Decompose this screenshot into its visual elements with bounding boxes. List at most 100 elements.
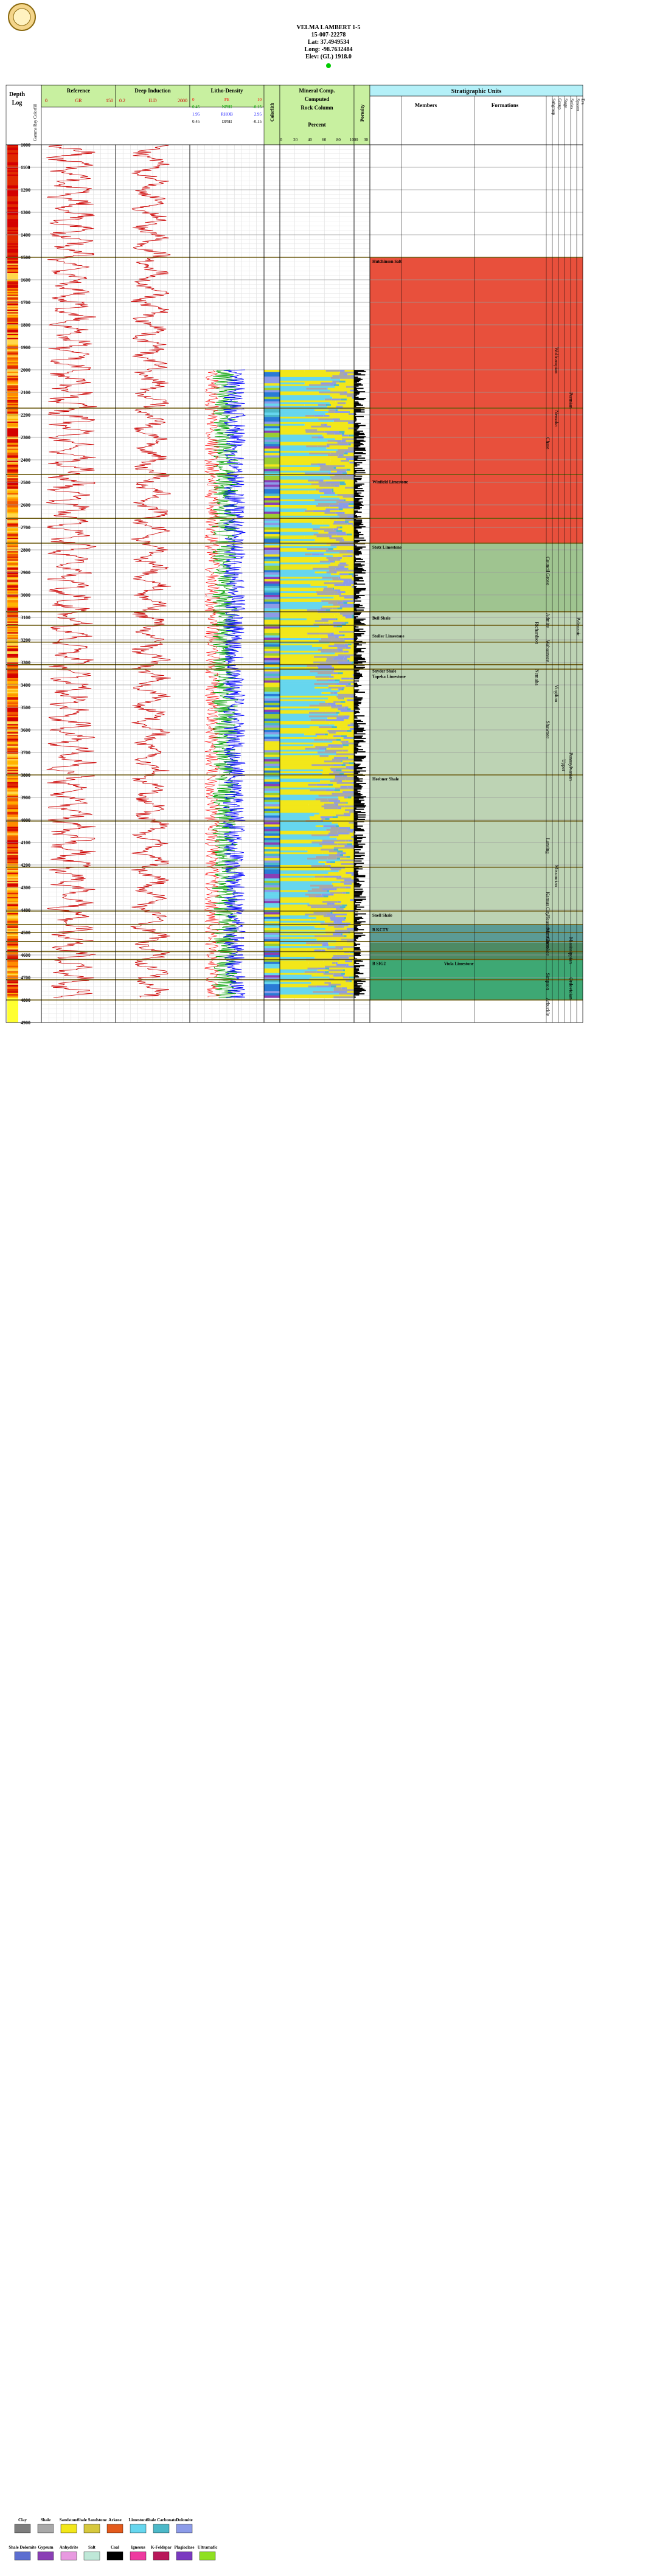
mineral-band (349, 650, 354, 653)
mineral-band (350, 946, 354, 948)
mineral-band (333, 771, 352, 774)
gr-fill-band (7, 311, 18, 313)
porosity-bar (354, 462, 363, 463)
colorlith-band (264, 712, 280, 715)
mineral-tick: 0 (280, 137, 282, 142)
colorlith-band (264, 525, 280, 528)
mineral-band (280, 404, 305, 406)
porosity-bar (354, 484, 362, 486)
mineral-band (334, 485, 338, 487)
gr-fill-band (7, 831, 18, 834)
gr-fill-band (7, 637, 18, 639)
gr-fill-band (7, 238, 18, 240)
formation-zone (370, 942, 583, 960)
porosity-bar (354, 714, 355, 715)
colorlith-band (264, 721, 280, 724)
mineral-band (347, 522, 353, 525)
mineral-band (280, 596, 334, 599)
gr-fill-band (7, 200, 18, 202)
mineral-band (333, 996, 354, 999)
porosity-bar (354, 417, 356, 418)
porosity-bar (354, 692, 356, 694)
colorlith-band (264, 680, 280, 683)
mineral-band (337, 935, 344, 937)
porosity-bar (354, 431, 360, 433)
mineral-band (353, 573, 354, 575)
porosity-bar (354, 880, 365, 882)
mineral-band (344, 845, 354, 847)
porosity-bar (354, 577, 363, 578)
gr-fill-band (7, 423, 18, 425)
gr-fill-band (7, 921, 18, 923)
porosity-bar (354, 611, 362, 613)
mineral-band (280, 595, 339, 597)
gr-fill-band (7, 733, 18, 735)
porosity-bar (354, 889, 355, 891)
mineral-band (322, 890, 327, 892)
mineral-band (280, 811, 335, 813)
porosity-bar (354, 377, 358, 378)
colorlith-band (264, 462, 280, 465)
gr-fill-band (7, 939, 18, 940)
mineral-band (280, 622, 324, 624)
mineral-band (307, 676, 316, 678)
mineral-band (323, 622, 333, 624)
porosity-bar (354, 818, 358, 819)
mineral-band (350, 375, 354, 378)
mineral-band (328, 620, 354, 622)
mineral-band (330, 665, 332, 667)
mineral-band (324, 868, 331, 871)
colorlith-band (264, 912, 280, 915)
porosity-bar (354, 953, 361, 954)
mineral-band (324, 733, 328, 736)
colorlith-band (264, 858, 280, 861)
gr-fill-band (7, 271, 18, 274)
gr-fill-band (7, 286, 18, 288)
mineral-band (339, 377, 353, 380)
porosity-bar (354, 827, 358, 828)
mineral-band (328, 942, 354, 945)
mineral-band (332, 667, 335, 669)
mineral-band (339, 498, 354, 500)
gr-fill-band (7, 875, 18, 877)
gr-fill-band (7, 816, 18, 818)
mineral-band (310, 467, 321, 470)
porosity-bar (354, 917, 364, 919)
porosity-bar (354, 566, 358, 568)
mineral-band (324, 492, 332, 495)
formation-zone (370, 611, 583, 925)
mineral-band (342, 744, 349, 746)
porosity-bar (354, 519, 363, 521)
mineral-band (280, 937, 333, 939)
gr-fill-band (7, 811, 18, 814)
mineral-band (319, 708, 338, 710)
mineral-band (332, 578, 340, 581)
mineral-band (280, 926, 315, 928)
porosity-bar (354, 883, 360, 884)
gr-fill-band (7, 659, 18, 661)
gr-fill-band (7, 147, 18, 149)
porosity-bar (354, 669, 360, 670)
mineral-tick: 40 (308, 137, 313, 142)
link-icon[interactable] (326, 63, 331, 68)
strat-unit-label: Ordovician (568, 977, 574, 999)
mineral-band (346, 584, 352, 586)
mineral-band (333, 933, 341, 936)
porosity-bar (354, 450, 366, 451)
mineral-band (339, 384, 354, 386)
gr-fill-band (7, 247, 18, 249)
porosity-bar (354, 857, 355, 858)
gr-fill-band (7, 383, 18, 386)
gr-fill-band (7, 349, 18, 350)
colorlith-band (264, 853, 280, 856)
mineral-band (280, 415, 305, 417)
mineral-band (308, 962, 333, 965)
mineral-band (349, 717, 354, 720)
mineral-band (329, 445, 354, 448)
colorlith-band (264, 797, 280, 800)
gr-fill-band (7, 470, 18, 472)
mineral-band (321, 963, 336, 967)
mineral-band (336, 858, 341, 860)
mineral-band (341, 868, 354, 871)
mineral-band (324, 965, 346, 968)
